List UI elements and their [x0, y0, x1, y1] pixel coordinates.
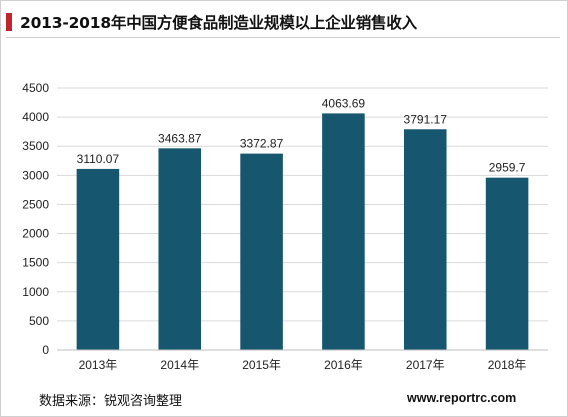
y-tick-label: 0	[42, 343, 49, 357]
value-label: 3791.17	[404, 112, 448, 126]
x-tick-label: 2016年	[324, 358, 363, 372]
bar	[158, 148, 202, 350]
bar	[240, 153, 283, 350]
bar	[76, 168, 120, 350]
value-label: 3372.87	[240, 137, 284, 151]
gridlines	[57, 87, 548, 322]
bars	[76, 113, 529, 350]
x-tick-label: 2013年	[79, 358, 118, 372]
bar	[322, 113, 365, 350]
y-tick-label: 1000	[22, 285, 49, 299]
y-tick-label: 500	[29, 314, 49, 328]
value-labels: 3110.07 3463.87 3372.87 4063.69 3791.17 2959.…	[77, 96, 526, 174]
x-axis-ticks: 2013年 2014年 2015年 2016年 2017年 2018年	[79, 358, 527, 372]
x-tick-label: 2014年	[160, 358, 199, 372]
y-tick-label: 3000	[22, 168, 49, 182]
y-tick-label: 2000	[22, 227, 49, 241]
website-watermark: www.reportrc.com	[407, 391, 517, 405]
y-tick-label: 2500	[22, 197, 49, 211]
chart-title: 2013-2018年中国方便食品制造业规模以上企业销售收入	[20, 14, 417, 32]
value-label: 3110.07	[77, 152, 120, 166]
y-tick-label: 1500	[22, 256, 49, 270]
y-tick-label: 4000	[22, 110, 49, 124]
data-source: 数据来源：锐观咨询整理	[39, 394, 183, 409]
value-label: 3463.87	[158, 131, 202, 145]
bar	[403, 129, 447, 350]
title-accent-bar	[6, 13, 12, 31]
y-tick-label: 3500	[22, 139, 49, 153]
title-divider	[6, 37, 560, 38]
x-tick-label: 2015年	[242, 358, 281, 372]
bar	[485, 177, 529, 350]
y-tick-label: 4500	[22, 81, 49, 95]
y-axis-ticks: 0 500 1000 1500 2000 2500 3000 3500 4000 4500	[22, 81, 49, 357]
value-label: 2959.7	[489, 161, 526, 175]
value-label: 4063.69	[322, 96, 366, 110]
x-tick-label: 2017年	[406, 358, 445, 372]
x-tick-label: 2018年	[488, 358, 527, 372]
